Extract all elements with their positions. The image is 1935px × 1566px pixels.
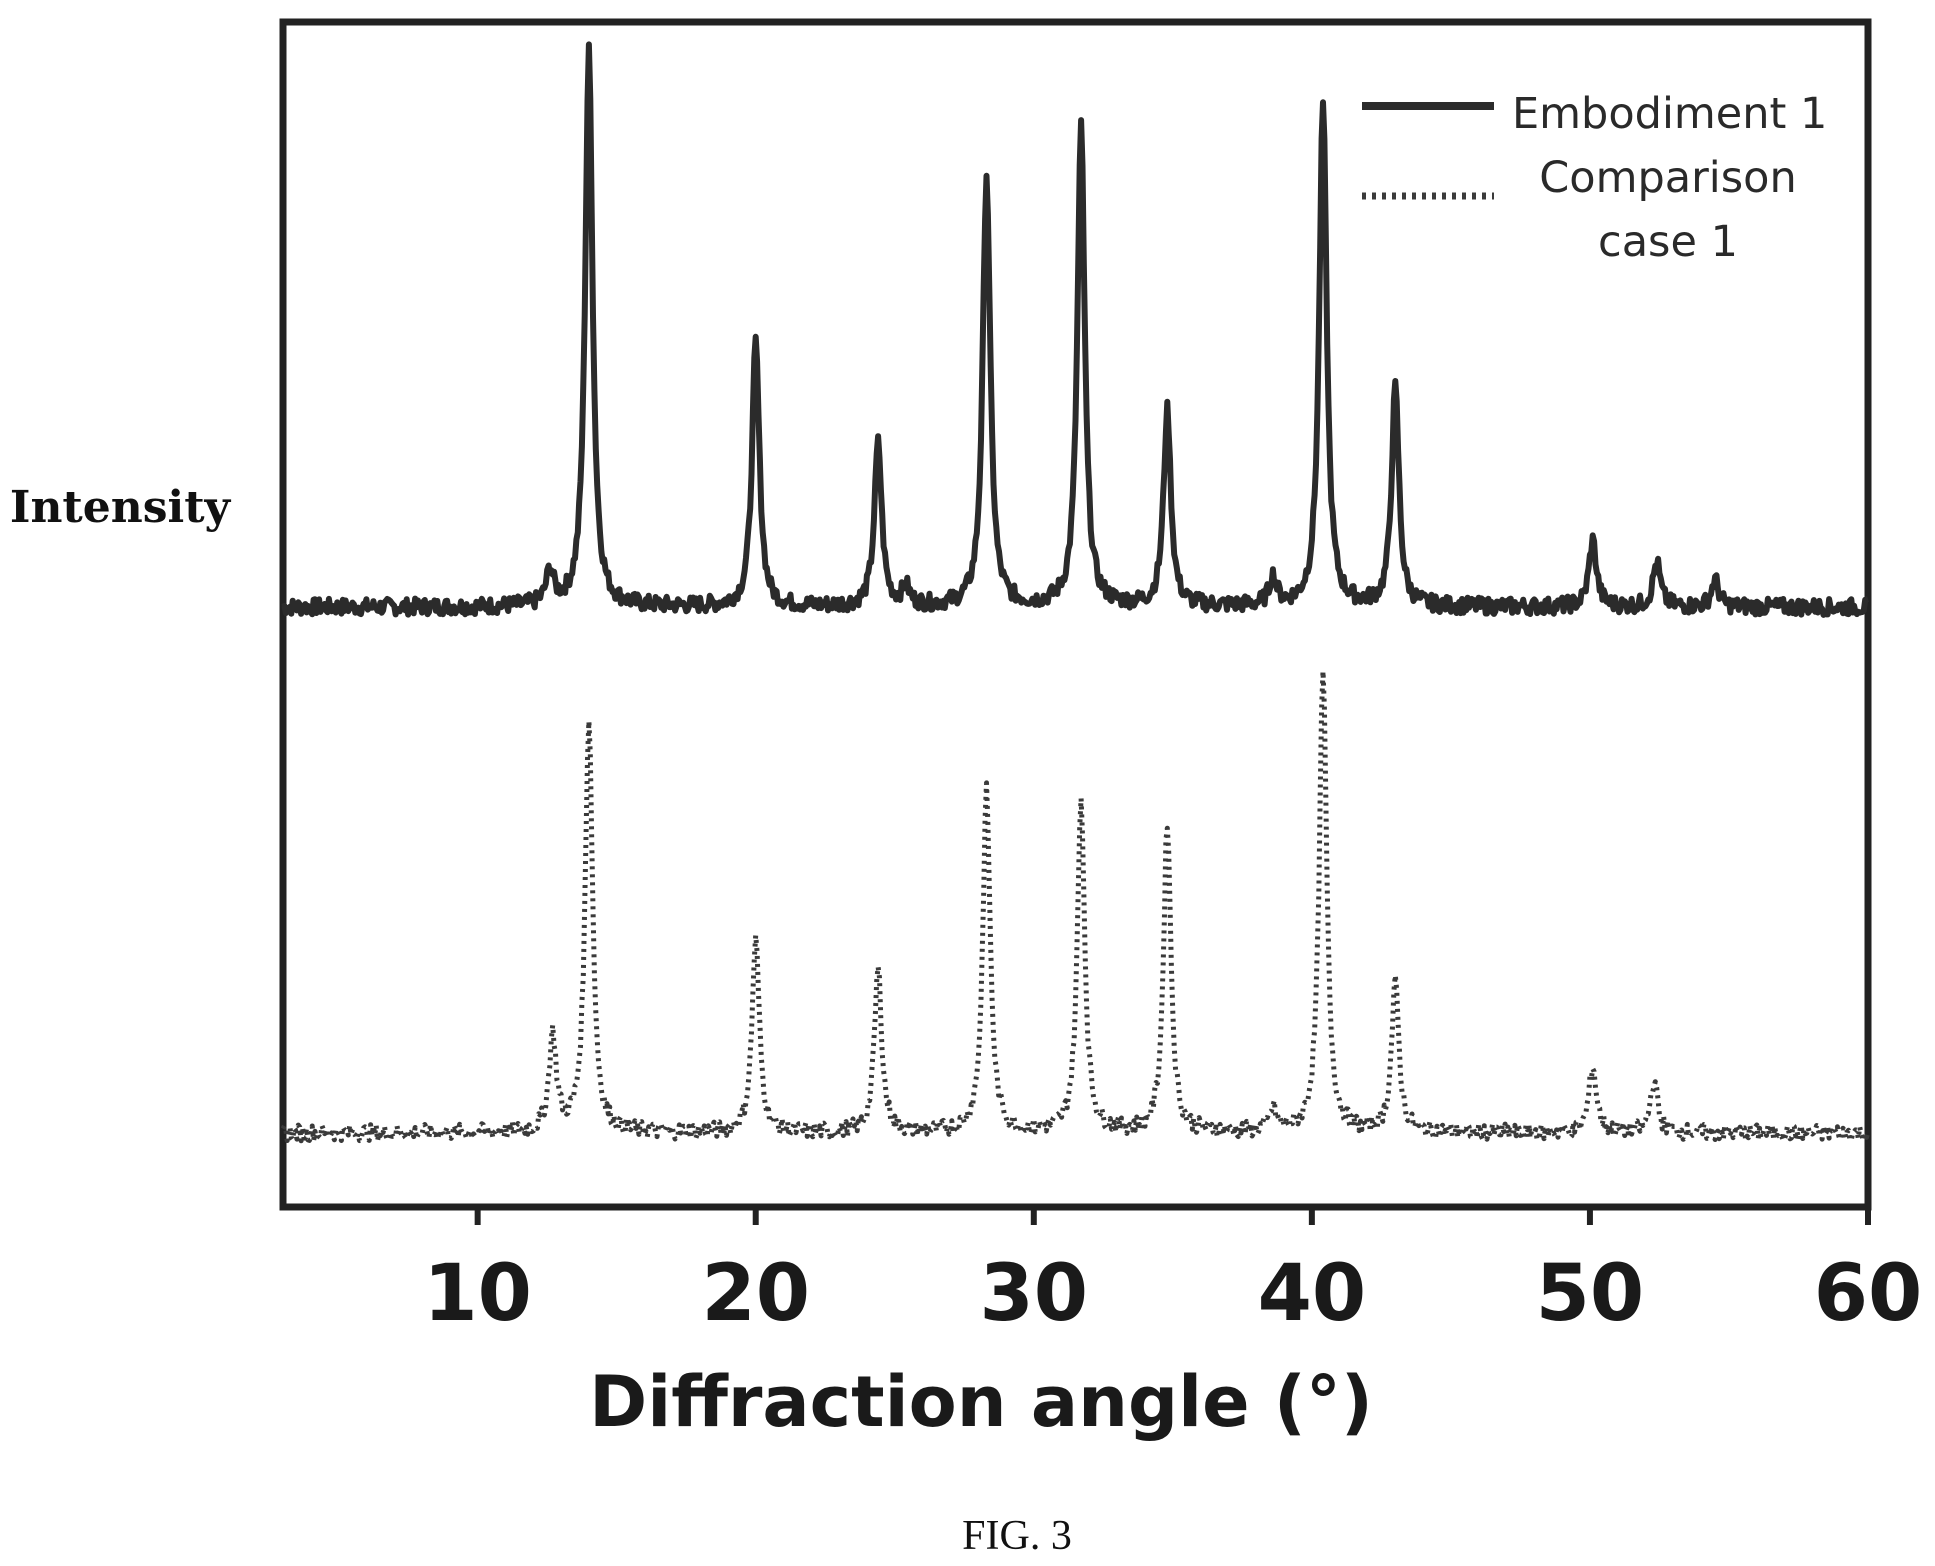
legend-label-comparison-line-1: Comparison (1539, 153, 1796, 203)
x-tick-label-10: 10 (423, 1249, 532, 1339)
legend-label-comparison-line-2: case 1 (1598, 217, 1738, 267)
series-line-embodiment-1 (281, 41, 1870, 618)
x-tick-label-40: 40 (1258, 1249, 1367, 1339)
x-axis-ticks: 10 20 30 40 50 60 (423, 1207, 1922, 1339)
figure-caption: FIG. 3 (962, 1513, 1072, 1559)
x-axis-label: Diffraction angle (°) (589, 1361, 1373, 1443)
x-tick-label-20: 20 (701, 1249, 810, 1339)
x-tick-label-30: 30 (980, 1249, 1089, 1339)
legend: Embodiment 1 Comparison case 1 (1362, 89, 1827, 267)
series-line-comparison-case-1 (280, 668, 1871, 1144)
y-axis-label: Intensity (10, 482, 232, 533)
x-tick-label-60: 60 (1814, 1249, 1923, 1339)
plot-frame (279, 18, 1872, 1211)
legend-label-embodiment-1: Embodiment 1 (1512, 89, 1827, 139)
x-tick-label-50: 50 (1536, 1249, 1645, 1339)
series-group (280, 41, 1871, 1144)
